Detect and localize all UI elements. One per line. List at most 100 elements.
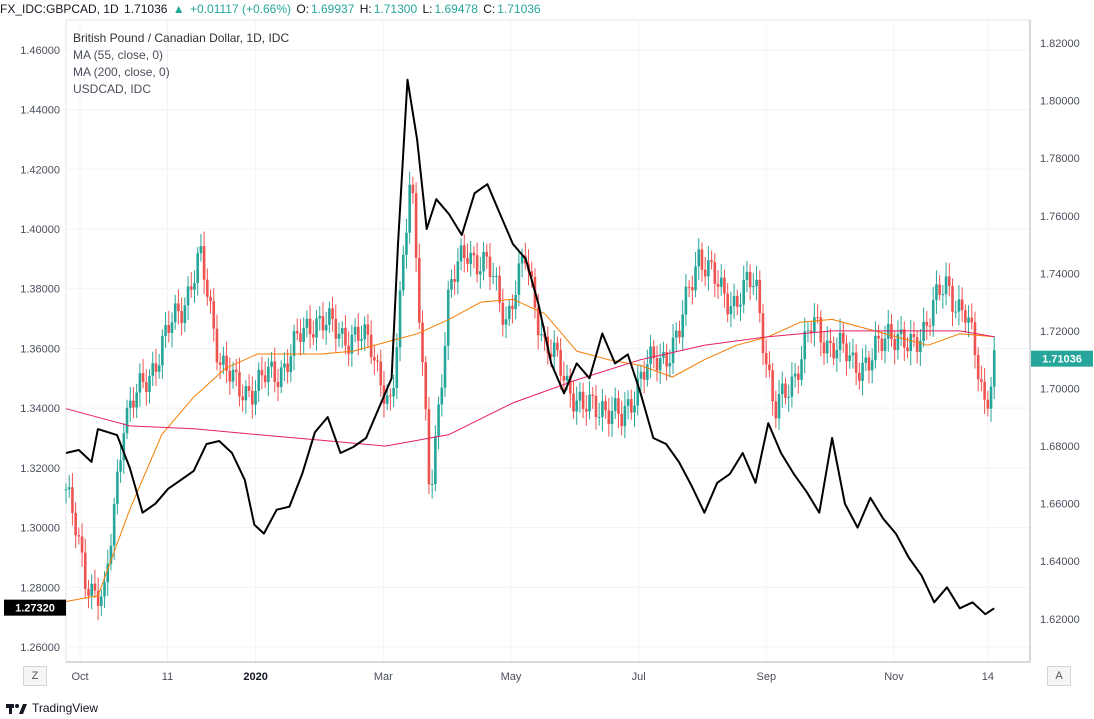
- candle-body: [604, 401, 607, 411]
- right-tick-label: 1.62000: [1040, 614, 1080, 626]
- candle-body: [263, 375, 267, 383]
- candle-body: [691, 287, 694, 291]
- candle-body: [845, 343, 848, 362]
- candle-body: [854, 352, 858, 373]
- candle-body: [944, 276, 948, 295]
- zoom-button[interactable]: Z: [23, 666, 47, 686]
- candle-body: [806, 330, 810, 332]
- candle-body: [803, 331, 807, 360]
- candle-body: [780, 383, 784, 395]
- candle-body: [292, 330, 296, 357]
- candle-body: [479, 271, 482, 275]
- candle-body: [697, 249, 701, 267]
- candle-body: [446, 289, 450, 346]
- legend-ma200[interactable]: MA (200, close, 0): [73, 65, 170, 79]
- candle-body: [337, 333, 341, 339]
- candle-body: [517, 263, 521, 295]
- candle-body: [890, 323, 893, 340]
- candle-body: [299, 333, 302, 343]
- candle-body: [829, 340, 832, 343]
- candle-body: [793, 373, 797, 377]
- candle-body: [594, 395, 598, 418]
- price-chart[interactable]: 1.46000 1.44000 1.42000 1.40000 1.38000 1.360…: [0, 0, 1094, 699]
- candle-body: [768, 364, 771, 371]
- candle-body: [427, 409, 431, 485]
- candle-body: [912, 334, 916, 338]
- candle-body: [835, 350, 839, 359]
- right-tick-label: 1.68000: [1040, 441, 1080, 453]
- left-tick-label: 1.30000: [20, 523, 60, 535]
- symbol-name[interactable]: FX_IDC:GBPCAD, 1D: [0, 2, 119, 16]
- candle-body: [459, 245, 463, 262]
- candle-body: [729, 306, 733, 315]
- candle-body: [100, 596, 103, 607]
- candle-body: [687, 286, 691, 288]
- candle-body: [112, 504, 116, 546]
- candle-body: [980, 379, 983, 382]
- x-tick-label: Oct: [71, 671, 88, 683]
- tradingview-logo[interactable]: TradingView: [6, 701, 98, 715]
- candle-body: [739, 304, 742, 307]
- candle-body: [896, 334, 900, 351]
- x-tick-label: May: [501, 671, 522, 683]
- candle-body: [874, 335, 877, 361]
- candle-body: [340, 327, 344, 334]
- candle-body: [617, 398, 620, 414]
- candle-body: [125, 407, 129, 434]
- ma55-line: [65, 298, 995, 602]
- candle-body: [536, 307, 540, 336]
- candle-body: [170, 322, 174, 333]
- usdcad-line: [65, 78, 995, 616]
- candle-body: [373, 357, 376, 361]
- left-tick-label: 1.40000: [20, 224, 60, 236]
- candle-body: [462, 245, 466, 259]
- low-value: 1.69478: [434, 2, 478, 16]
- candle-body: [925, 321, 929, 326]
- candle-body: [209, 296, 212, 302]
- candle-body: [623, 405, 627, 427]
- candle-body: [774, 401, 778, 419]
- candle-body: [976, 355, 980, 380]
- candle-body: [684, 286, 688, 315]
- candle-body: [356, 326, 360, 341]
- legend-ma55[interactable]: MA (55, close, 0): [73, 48, 164, 62]
- candle-body: [777, 394, 781, 419]
- candle-body: [222, 355, 225, 365]
- candle-body: [822, 342, 826, 354]
- candle-body: [838, 332, 842, 351]
- candle-body: [825, 340, 829, 354]
- candle-body: [206, 279, 209, 297]
- legend-title[interactable]: British Pound / Canadian Dollar, 1D, IDC: [73, 31, 290, 45]
- candle-body: [71, 487, 74, 513]
- candle-body: [128, 400, 132, 408]
- candle-body: [710, 260, 713, 263]
- candle-body: [302, 327, 305, 343]
- symbol-header: FX_IDC:GBPCAD, 1D 1.71036 ▲ +0.01117 (+0…: [0, 0, 1094, 20]
- candle-body: [132, 400, 135, 408]
- candle-body: [475, 255, 479, 275]
- candle-body: [931, 300, 935, 326]
- candle-body: [305, 318, 309, 328]
- candle-body: [334, 318, 338, 339]
- candle-body: [279, 367, 283, 387]
- candle-body: [626, 399, 630, 406]
- candle-body: [947, 276, 951, 286]
- high-label: H:: [359, 2, 372, 16]
- candle-body: [655, 358, 659, 371]
- candle-body: [591, 394, 595, 396]
- candle-body: [992, 350, 996, 387]
- candle-body: [883, 338, 887, 352]
- candle-body: [694, 266, 697, 291]
- candle-body: [83, 552, 87, 590]
- left-tick-label: 1.44000: [20, 105, 60, 117]
- auto-scale-button[interactable]: A: [1047, 666, 1071, 686]
- candle-body: [665, 351, 668, 367]
- candle-body: [748, 271, 752, 288]
- candle-body: [530, 271, 534, 277]
- candle-body: [941, 294, 945, 296]
- legend-compare[interactable]: USDCAD, IDC: [73, 82, 152, 96]
- candle-body: [723, 277, 726, 294]
- candle-body: [321, 316, 325, 331]
- candle-body: [270, 361, 273, 367]
- left-tick-label: 1.26000: [20, 642, 60, 654]
